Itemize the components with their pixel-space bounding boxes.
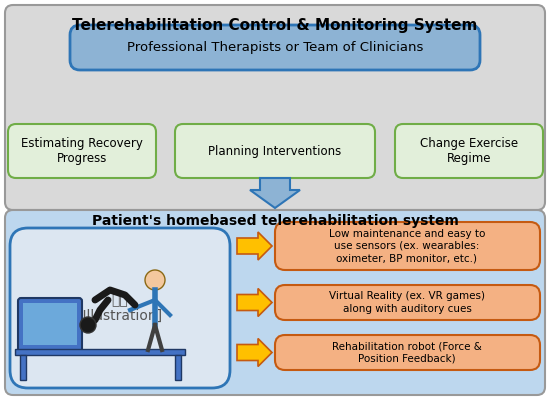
Text: Telerehabilitation Control & Monitoring System: Telerehabilitation Control & Monitoring … <box>72 18 478 33</box>
Text: 🤖👤
[Illustration]: 🤖👤 [Illustration] <box>78 293 163 323</box>
Polygon shape <box>237 288 272 316</box>
Circle shape <box>145 270 165 290</box>
Polygon shape <box>237 338 272 366</box>
Text: Patient's homebased telerehabilitation system: Patient's homebased telerehabilitation s… <box>91 214 459 228</box>
FancyBboxPatch shape <box>5 5 545 210</box>
Text: Estimating Recovery
Progress: Estimating Recovery Progress <box>21 137 143 165</box>
FancyBboxPatch shape <box>175 124 375 178</box>
FancyBboxPatch shape <box>10 228 230 388</box>
Bar <box>20 355 26 380</box>
Bar <box>23 303 77 345</box>
Text: Virtual Reality (ex. VR games)
along with auditory cues: Virtual Reality (ex. VR games) along wit… <box>329 291 485 314</box>
FancyBboxPatch shape <box>70 25 480 70</box>
FancyBboxPatch shape <box>5 210 545 395</box>
Circle shape <box>80 317 96 333</box>
FancyBboxPatch shape <box>275 222 540 270</box>
FancyBboxPatch shape <box>275 335 540 370</box>
Bar <box>15 349 185 355</box>
Text: Planning Interventions: Planning Interventions <box>208 144 342 158</box>
Text: Professional Therapists or Team of Clinicians: Professional Therapists or Team of Clini… <box>127 42 423 54</box>
FancyBboxPatch shape <box>395 124 543 178</box>
Text: Change Exercise
Regime: Change Exercise Regime <box>420 137 518 165</box>
Bar <box>175 355 181 380</box>
Polygon shape <box>250 178 300 208</box>
FancyBboxPatch shape <box>18 298 82 352</box>
FancyBboxPatch shape <box>8 124 156 178</box>
Polygon shape <box>237 232 272 260</box>
FancyBboxPatch shape <box>275 285 540 320</box>
Text: Rehabilitation robot (Force &
Position Feedback): Rehabilitation robot (Force & Position F… <box>332 341 482 364</box>
Text: Low maintenance and easy to
use sensors (ex. wearables:
oximeter, BP monitor, et: Low maintenance and easy to use sensors … <box>329 228 485 264</box>
